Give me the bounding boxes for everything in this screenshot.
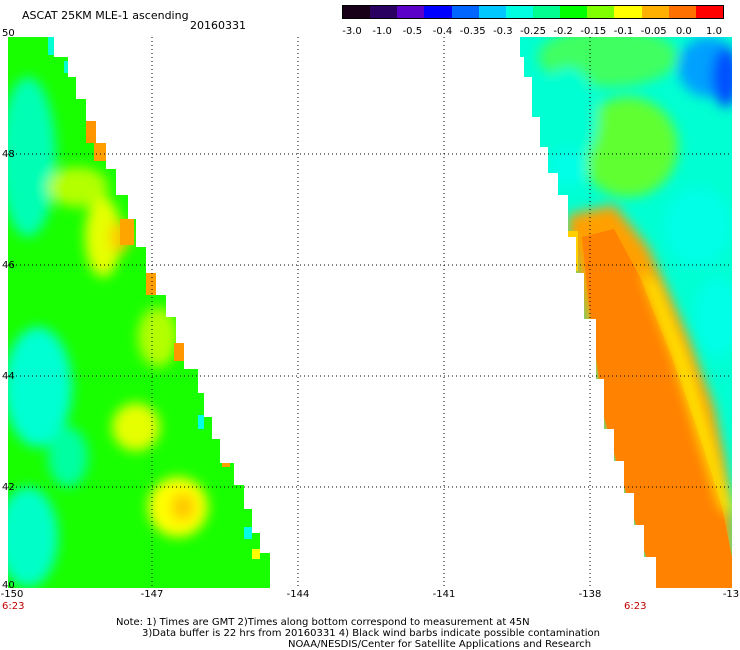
pass-time-right: 6:23 (624, 601, 647, 612)
lat-label-40: 40 (2, 580, 15, 591)
colorbar-tick-label: -3.0 (342, 26, 362, 37)
colorbar-segment (424, 6, 452, 18)
colorbar-tick-label: -0.2 (553, 26, 573, 37)
colorbar-segment (370, 6, 398, 18)
colorbar-segment (614, 6, 642, 18)
left-swath (8, 37, 270, 588)
lat-label-42: 42 (2, 482, 15, 493)
colorbar-tick-label: -1.0 (372, 26, 392, 37)
colorbar-segment (505, 6, 533, 18)
colorbar (342, 5, 724, 19)
colorbar-segment (343, 6, 371, 18)
lon-label-150w: -150 (0, 589, 24, 600)
colorbar-tick-label: -0.3 (493, 26, 513, 37)
colorbar-segment (587, 6, 615, 18)
figure-title: ASCAT 25KM MLE-1 ascending (22, 9, 189, 22)
colorbar-segment (668, 6, 696, 18)
note-line-2: 3)Data buffer is 22 hrs from 20160331 4)… (142, 628, 600, 639)
lon-label-141w: -141 (432, 589, 456, 600)
colorbar-segment (560, 6, 588, 18)
lat-label-48: 48 (2, 149, 15, 160)
lat-label-50: 50 (2, 28, 15, 39)
colorbar-tick-label: -0.15 (580, 26, 607, 37)
colorbar-tick-label: -0.1 (613, 26, 634, 37)
colorbar-segment (397, 6, 425, 18)
note-line-1: Note: 1) Times are GMT 2)Times along bot… (116, 617, 530, 628)
colorbar-segment (451, 6, 479, 18)
lon-label-147w: -147 (140, 589, 164, 600)
colorbar-segment (532, 6, 561, 18)
colorbar-tick-label: -0.4 (432, 26, 453, 37)
colorbar-segment (641, 6, 669, 18)
colorbar-tick-label: 1.0 (706, 26, 722, 37)
right-swath (520, 37, 732, 588)
colorbar-segment (478, 6, 506, 18)
colorbar-tick-label: -0.25 (520, 26, 546, 37)
lat-lon-grid (8, 37, 732, 588)
figure-notes: Note: 1) Times are GMT 2)Times along bot… (116, 617, 600, 650)
colorbar-tick-label: -0.5 (402, 26, 423, 37)
lon-label-144w: -144 (286, 589, 310, 600)
colorbar-segment (695, 6, 723, 18)
lat-label-46: 46 (2, 260, 15, 271)
colorbar-tick-label: -0.35 (459, 26, 486, 37)
lon-label-135w: -13 (722, 589, 740, 600)
note-line-3: NOAA/NESDIS/Center for Satellite Applica… (288, 639, 592, 650)
colorbar-tick-label: 0.0 (675, 26, 692, 37)
colorbar-tick-labels: -3.0 -1.0 -0.5 -0.4 -0.35 -0.3 -0.25 -0.2 -0.15-… (342, 26, 724, 38)
pass-time-left: 6:23 (2, 601, 25, 612)
lat-label-44: 44 (2, 371, 15, 382)
figure-date: 20160331 (190, 19, 246, 32)
swath-map (8, 37, 732, 588)
lon-label-138w: -138 (578, 589, 602, 600)
colorbar-tick-label: -0.05 (640, 26, 667, 37)
